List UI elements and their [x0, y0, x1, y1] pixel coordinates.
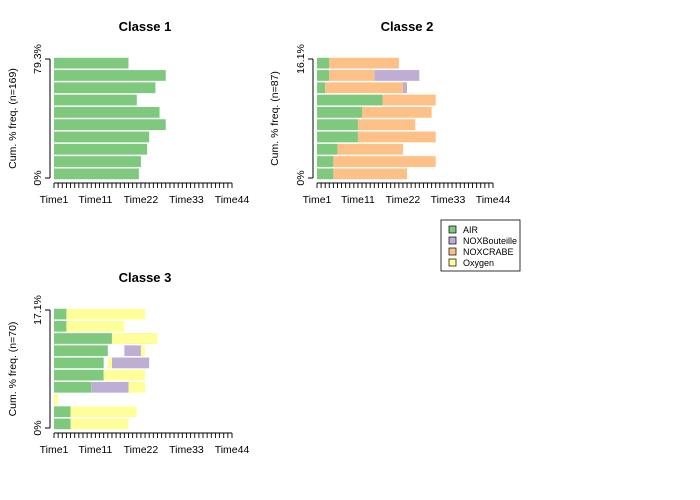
x-tick-label: Time22 — [386, 194, 421, 206]
bar-segment-oxygen — [70, 418, 129, 430]
y-axis-label: Cum. % freq. (n=169) — [7, 68, 19, 169]
legend-swatch-noxbouteille — [448, 236, 457, 245]
bar-segment-air — [54, 106, 160, 118]
legend-label-noxcrabe: NOXCRABE — [463, 247, 514, 257]
bar-segment-air — [54, 333, 112, 344]
bar-segment-air — [54, 131, 150, 143]
bar-segment-oxygen — [128, 381, 146, 393]
x-tick-label: Time44 — [476, 194, 511, 206]
y-tick-label: 17.1% — [32, 295, 44, 325]
y-tick-label: 16.1% — [295, 44, 307, 74]
bar-segment-oxygen — [66, 320, 125, 332]
x-tick-label: Time11 — [341, 194, 375, 206]
bar-segment-air — [317, 119, 358, 131]
bar-segment-oxygen — [140, 345, 146, 357]
bar-segment-noxcrabe — [329, 57, 399, 69]
bar-segment-air — [317, 143, 338, 155]
legend-swatch-oxygen — [448, 258, 457, 267]
legend-label-noxbouteille: NOXBouteille — [463, 236, 517, 246]
chart-title: Classe 1 — [119, 19, 172, 34]
bar-segment-air — [317, 156, 334, 167]
bar-segment-noxbouteille — [374, 70, 420, 81]
bar-segment-noxcrabe — [333, 156, 436, 167]
legend-label-oxygen: Oxygen — [463, 258, 494, 268]
bar-segment-air — [54, 369, 104, 381]
bar-segment-oxygen — [70, 406, 137, 418]
bar-segment-oxygen — [66, 308, 146, 320]
bar-segment-air — [54, 57, 129, 69]
y-tick-label: 0% — [295, 170, 307, 185]
bar-segment-air — [54, 70, 166, 81]
chart-panel-3: Classe 3 Cum. % freq. (n=70) 0% 17.1% Time1 T… — [7, 270, 250, 456]
bar-segment-air — [317, 70, 330, 81]
y-tick-label: 0% — [32, 420, 44, 435]
legend-label-air: AIR — [463, 225, 479, 235]
bar-segment-noxcrabe — [337, 143, 403, 155]
x-tick-label: Time33 — [169, 194, 204, 206]
chart-title: Classe 3 — [119, 270, 172, 285]
x-tick-label: Time1 — [303, 194, 332, 206]
x-tick-label: Time44 — [215, 444, 250, 456]
bar-segment-oxygen — [111, 333, 158, 344]
bar-segment-noxbouteille — [111, 357, 150, 369]
bar-segment-air — [54, 345, 108, 357]
bar-segment-noxbouteille — [124, 345, 141, 357]
bar-segment-air — [54, 143, 148, 155]
legend: AIR NOXBouteille NOXCRABE Oxygen — [440, 219, 521, 272]
x-tick-label: Time1 — [40, 194, 69, 206]
bar-segment-noxcrabe — [357, 131, 436, 143]
bar-segment-air — [54, 308, 67, 320]
bar-segment-oxygen — [54, 394, 59, 405]
x-tick-label: Time22 — [124, 444, 159, 456]
legend-swatch-air — [448, 225, 457, 234]
bar-segment-air — [54, 320, 67, 332]
bar-segment-air — [317, 168, 334, 180]
bar-segment-air — [54, 119, 166, 131]
bar-segment-air — [317, 82, 326, 94]
bar-segment-noxcrabe — [382, 94, 436, 106]
x-tick-label: Time22 — [124, 194, 159, 206]
y-axis-label: Cum. % freq. (n=87) — [269, 71, 281, 166]
chart-title: Classe 2 — [381, 19, 434, 34]
bar-segment-air — [54, 94, 137, 106]
bar-segment-air — [317, 106, 363, 118]
bar-segment-noxbouteille — [402, 82, 408, 94]
bar-segment-noxcrabe — [357, 119, 416, 131]
bar-segment-air — [317, 131, 358, 143]
bar-segment-air — [317, 94, 383, 106]
x-tick-label: Time11 — [78, 444, 112, 456]
bar-segment-noxcrabe — [329, 70, 375, 81]
bar-segment-oxygen — [103, 369, 146, 381]
bar-segment-oxygen — [107, 357, 112, 369]
x-tick-label: Time11 — [78, 194, 112, 206]
bar-segment-air — [54, 418, 71, 430]
bar-segment-air — [54, 357, 104, 369]
bar-segment-noxcrabe — [362, 106, 432, 118]
x-tick-label: Time1 — [40, 444, 69, 456]
bar-segment-noxbouteille — [91, 381, 129, 393]
x-tick-label: Time33 — [431, 194, 466, 206]
bar-segment-air — [54, 168, 139, 180]
bar-segment-air — [54, 82, 156, 94]
x-tick-label: Time33 — [169, 444, 204, 456]
y-tick-label: 79.3% — [32, 44, 44, 74]
bar-segment-air — [54, 381, 92, 393]
bar-segment-air — [317, 57, 330, 69]
legend-swatch-noxcrabe — [448, 247, 457, 256]
chart-panel-2: Classe 2 Cum. % freq. (n=87) 0% 16.1% Time1 T… — [269, 19, 511, 206]
bar-segment-air — [54, 406, 71, 418]
bar-segment-noxcrabe — [325, 82, 403, 94]
chart-panel-1: Classe 1 Cum. % freq. (n=169) 0% 79.3% Time1… — [7, 19, 250, 206]
y-tick-label: 0% — [32, 170, 44, 185]
bar-segment-air — [54, 156, 141, 167]
y-axis-label: Cum. % freq. (n=70) — [7, 322, 19, 417]
x-tick-label: Time44 — [215, 194, 250, 206]
bar-segment-noxcrabe — [333, 168, 408, 180]
